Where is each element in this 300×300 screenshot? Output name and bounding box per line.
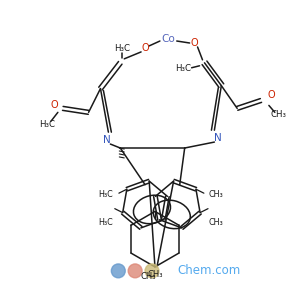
Text: CH₃: CH₃: [271, 110, 287, 119]
Text: O: O: [267, 89, 275, 100]
Text: CH₃: CH₃: [147, 270, 163, 279]
Text: Co: Co: [161, 34, 175, 44]
Text: H₃C: H₃C: [175, 64, 191, 73]
Text: O: O: [191, 38, 198, 48]
Text: N: N: [103, 135, 110, 145]
Circle shape: [128, 264, 142, 278]
Text: H₃C: H₃C: [98, 190, 113, 199]
Text: O: O: [141, 43, 149, 53]
Text: H₃C: H₃C: [98, 218, 113, 227]
Text: CH₃: CH₃: [140, 272, 156, 281]
Text: O: O: [50, 100, 58, 110]
Text: CH₃: CH₃: [208, 218, 223, 227]
Text: N: N: [214, 133, 222, 143]
Text: Chem.com: Chem.com: [178, 264, 241, 278]
Circle shape: [111, 264, 125, 278]
Text: H₃C: H₃C: [39, 120, 55, 129]
Circle shape: [145, 264, 159, 278]
Text: CH₃: CH₃: [208, 190, 223, 199]
Text: H₃C: H₃C: [114, 44, 130, 53]
